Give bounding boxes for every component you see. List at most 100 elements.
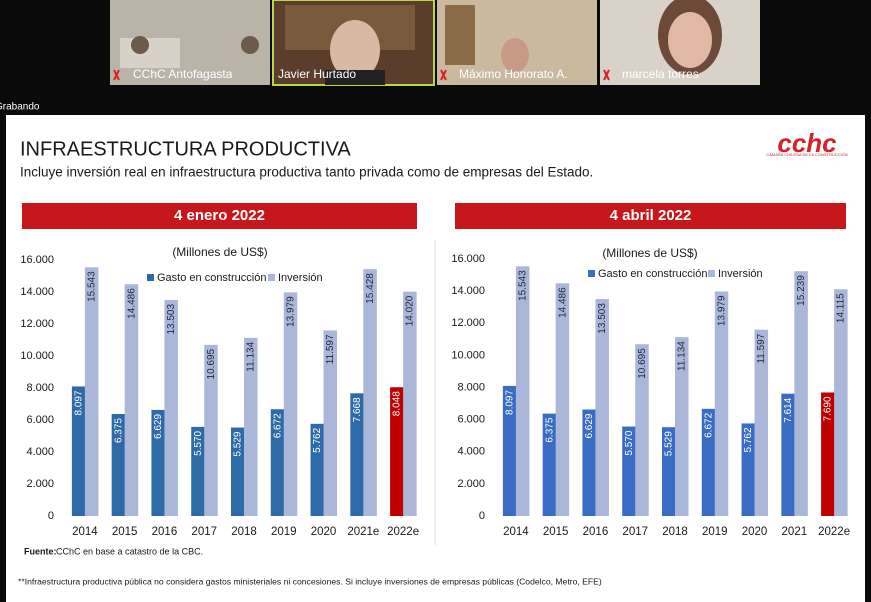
participant-name: CChC Antofagasta — [133, 67, 233, 81]
value-label: 8.097 — [74, 390, 85, 415]
bar — [111, 414, 126, 516]
bar — [310, 423, 325, 516]
y-tick-label: 2.000 — [26, 478, 54, 490]
y-tick-label: 4.000 — [26, 446, 54, 458]
bar — [124, 284, 139, 516]
bar — [662, 427, 676, 516]
value-label: 5.570 — [624, 430, 635, 455]
video-tile[interactable]: marcela torres — [600, 0, 760, 85]
bar — [270, 409, 285, 516]
value-label: 6.629 — [584, 413, 595, 438]
y-tick-label: 12.000 — [451, 317, 485, 329]
value-label: 6.672 — [272, 413, 283, 438]
video — [241, 36, 259, 54]
y-tick-label: 14.000 — [451, 285, 485, 297]
y-tick-label: 6.000 — [457, 414, 485, 426]
recording-label: Grabando — [0, 102, 40, 113]
y-tick-label: 14.000 — [20, 286, 54, 298]
legend-label: Gasto en construcción — [598, 268, 707, 280]
value-label: 10.695 — [206, 348, 217, 379]
value-label: 5.529 — [664, 431, 675, 456]
logo-tagline: CÁMARA CHILENA DE LA CONSTRUCCIÓN — [766, 152, 847, 157]
value-label: 7.690 — [823, 396, 834, 421]
x-tick-label: 2019 — [702, 526, 728, 538]
value-label: 6.672 — [703, 412, 714, 437]
value-label: 13.979 — [285, 296, 296, 327]
bar — [244, 337, 258, 516]
video — [445, 5, 475, 65]
bar — [622, 426, 636, 516]
x-tick-label: 2015 — [543, 526, 569, 538]
video — [120, 38, 180, 68]
bar — [283, 292, 298, 516]
value-label: 15.239 — [796, 275, 807, 306]
bar — [84, 267, 99, 516]
value-label: 6.375 — [544, 417, 555, 442]
y-tick-label: 16.000 — [451, 253, 485, 265]
participant-name: marcela torres — [622, 67, 699, 81]
logo: cchc — [777, 128, 837, 158]
footnote: **Infraestructura productiva pública no … — [18, 576, 602, 586]
value-label: 13.503 — [597, 303, 608, 334]
video-tile[interactable]: Javier Hurtado — [272, 0, 435, 86]
x-tick-label: 2018 — [662, 526, 688, 538]
video — [325, 70, 385, 85]
x-tick-label: 2014 — [503, 526, 529, 538]
video — [501, 38, 529, 72]
y-tick-label: 4.000 — [457, 446, 485, 458]
x-tick-label: 2015 — [112, 526, 138, 538]
legend-swatch — [147, 274, 154, 281]
bar — [675, 337, 689, 516]
axis-unit-label: (Millones de US$) — [172, 245, 267, 259]
bar — [542, 413, 557, 516]
x-tick-label: 2018 — [231, 526, 257, 538]
axis-unit-label: (Millones de US$) — [602, 246, 697, 260]
y-tick-label: 0 — [479, 510, 485, 522]
value-label: 15.543 — [518, 270, 529, 301]
bar — [204, 344, 218, 516]
video — [668, 12, 712, 68]
x-tick-label: 2022e — [387, 526, 419, 538]
slide-subtitle: Incluye inversión real en infraestructur… — [20, 165, 593, 180]
y-tick-label: 10.000 — [451, 349, 485, 361]
slide-title: INFRAESTRUCTURA PRODUCTIVA — [20, 138, 351, 160]
bar — [403, 291, 417, 516]
x-tick-label: 2020 — [742, 526, 768, 538]
value-label: 14.020 — [405, 295, 416, 326]
legend-label: Inversión — [278, 272, 323, 284]
mic-off-icon — [440, 69, 447, 81]
chart-title: 4 abril 2022 — [610, 207, 692, 224]
mic-off-icon — [113, 69, 120, 81]
mic-off-icon — [603, 69, 610, 81]
value-label: 14.486 — [126, 288, 137, 319]
value-label: 11.134 — [677, 341, 688, 371]
bar — [71, 386, 86, 516]
value-label: 14.486 — [557, 287, 568, 318]
value-label: 15.428 — [365, 273, 376, 304]
legend-swatch — [588, 270, 595, 277]
x-tick-label: 2014 — [72, 526, 98, 538]
bar — [323, 330, 338, 516]
x-tick-label: 2016 — [583, 526, 609, 538]
bar — [595, 299, 609, 516]
bar — [363, 269, 377, 516]
chart-header — [22, 203, 417, 229]
value-label: 11.597 — [325, 334, 336, 364]
participant-name: Javier Hurtado — [278, 67, 356, 81]
value-label: 7.668 — [352, 397, 363, 422]
x-tick-label: 2021e — [347, 526, 379, 538]
video-tile[interactable]: CChC Antofagasta — [110, 0, 270, 85]
value-label: 5.762 — [743, 427, 754, 452]
value-label: 11.597 — [756, 333, 767, 363]
video-tile[interactable]: Máximo Honorato A. — [437, 0, 597, 85]
value-label: 5.570 — [193, 430, 204, 455]
value-label: 13.503 — [166, 304, 177, 335]
value-label: 6.375 — [113, 418, 124, 443]
bar — [515, 266, 530, 516]
bar — [794, 271, 808, 516]
y-tick-label: 10.000 — [20, 350, 54, 362]
value-label: 8.097 — [505, 390, 516, 415]
bar — [821, 392, 835, 516]
bar — [781, 393, 795, 516]
